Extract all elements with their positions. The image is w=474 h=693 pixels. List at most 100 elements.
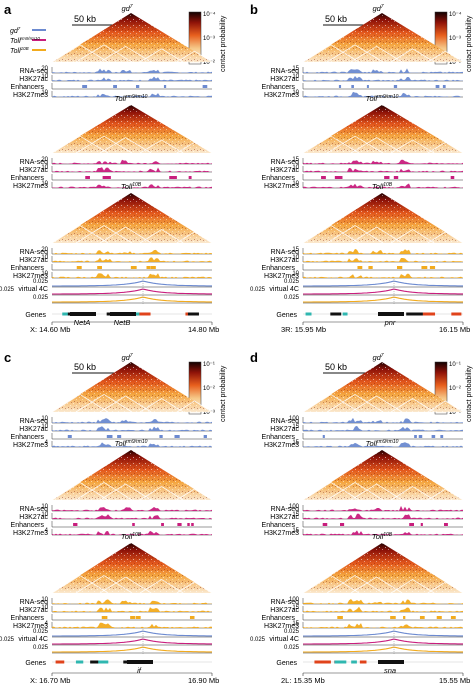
enhancer-mark — [67, 435, 72, 438]
track-tick: 15 — [292, 528, 299, 534]
track-tick: 10 — [41, 597, 48, 603]
domain-outline — [51, 394, 109, 413]
enhancer-mark — [187, 523, 190, 526]
enhancer-mark — [132, 523, 135, 526]
domain-outline — [99, 395, 152, 413]
track-label: H3K27me3 — [13, 273, 48, 280]
domain-outline — [390, 229, 435, 244]
virtual4c-curve — [303, 296, 463, 303]
colorbar-label: contact probability — [220, 15, 227, 72]
domain-outline — [427, 488, 464, 501]
genotype-name: Toll — [372, 532, 384, 541]
scale-bar-label: 50 kb — [325, 14, 347, 24]
genotype-name: Toll — [115, 439, 127, 448]
gene-model — [90, 660, 103, 664]
colorbar-tick: 10⁻⁴ — [203, 11, 216, 18]
signal-track — [303, 606, 463, 612]
gene-highlight — [127, 660, 153, 664]
enhancer-mark — [436, 616, 442, 619]
gene-name: NetB — [114, 318, 131, 327]
hic-heatmap-texture — [303, 450, 463, 500]
signal-track — [52, 530, 212, 535]
colorbar-label: contact probability — [220, 365, 227, 422]
domain-outline — [427, 400, 464, 413]
genotype-name: gd — [121, 4, 130, 13]
enhancer-mark — [340, 523, 345, 526]
gene-highlight — [70, 312, 96, 316]
domain-outline — [427, 231, 464, 244]
virtual4c-label: virtual 4C — [18, 636, 48, 643]
colorbar-label: contact probability — [466, 365, 473, 422]
genotype-name: Toll — [121, 182, 133, 191]
hic-heatmap-texture — [303, 13, 463, 62]
colorbar-tick: 10⁻¹ — [449, 362, 461, 368]
domain-outline — [302, 135, 360, 154]
domain-outline — [51, 135, 109, 154]
colorbar-tick: 10⁻³ — [449, 36, 461, 42]
track-label: H3K27ac — [270, 607, 299, 614]
signal-track — [303, 505, 463, 511]
virtual4c-tick: 0.025 — [0, 637, 15, 643]
gene-model — [132, 312, 142, 316]
signal-track — [52, 68, 212, 73]
virtual4c-curve — [52, 280, 212, 287]
track-label: Enhancers — [11, 84, 45, 91]
panel-letter: a — [4, 2, 12, 17]
genotype-label: Toll10B — [121, 182, 142, 191]
domain-outline — [99, 45, 152, 63]
enhancer-mark — [393, 85, 398, 88]
track-tick: 4 — [45, 528, 49, 534]
domain-outline — [390, 48, 435, 63]
enhancer-mark — [450, 616, 456, 619]
track-tick: 100 — [289, 416, 300, 422]
domain-outline — [99, 483, 152, 501]
track-tick: 15 — [292, 157, 299, 163]
enhancer-mark — [414, 435, 417, 438]
coord-right: 14.80 Mb — [188, 325, 219, 334]
domain-outline — [302, 225, 360, 244]
gene-highlight — [110, 312, 136, 316]
domain-outline — [350, 137, 403, 154]
signal-track — [52, 426, 212, 431]
gene-model — [359, 660, 367, 664]
genes-label: Genes — [276, 312, 297, 319]
gene-model — [351, 660, 357, 664]
virtual4c-label: virtual 4C — [269, 636, 299, 643]
coord-left: 3R: 15.95 Mb — [281, 325, 326, 334]
enhancer-mark — [147, 266, 151, 269]
virtual4c-curve — [303, 288, 463, 295]
signal-track — [303, 68, 463, 73]
enhancer-mark — [171, 176, 177, 179]
genotype-section-0: gd7RNA-seq100H3K27ac15EnhancersH3K27me31… — [262, 353, 464, 449]
enhancer-mark — [76, 266, 82, 269]
enhancer-mark — [161, 523, 164, 526]
colorbar-label: contact probability — [466, 15, 473, 72]
enhancer-mark — [440, 435, 444, 438]
track-label: H3K27me3 — [264, 623, 299, 630]
genotype-label: Tollrm9/rm10 — [366, 94, 399, 103]
genotype-label: Tollrm9/rm10 — [115, 439, 148, 448]
domain-outline — [390, 579, 435, 594]
enhancer-mark — [337, 616, 343, 619]
domain-outline — [139, 579, 184, 594]
virtual4c-tick: 0.025 — [250, 287, 266, 293]
genotype-sup: 10B — [132, 182, 142, 188]
genes-label: Genes — [25, 312, 46, 319]
enhancer-mark — [191, 523, 194, 526]
signal-track — [52, 599, 212, 604]
genotype-name: Toll — [372, 182, 384, 191]
domain-outline — [350, 226, 403, 244]
track-label: H3K27ac — [270, 426, 299, 433]
enhancer-mark — [150, 266, 156, 269]
genotype-label: gd7 — [372, 4, 383, 13]
gene-model — [187, 312, 199, 316]
domain-outline — [99, 576, 152, 594]
virtual4c-tick: 0.025 — [250, 637, 266, 643]
track-label: H3K27me3 — [13, 442, 48, 449]
domain-outline — [390, 486, 435, 501]
genotype-section-0: gd7RNA-seq20H3K27ac10EnhancersH3K27me310… — [11, 4, 213, 103]
hic-heatmap-texture — [52, 105, 212, 153]
track-tick: 10 — [41, 165, 48, 171]
genotype-label: Toll10B — [121, 532, 142, 541]
